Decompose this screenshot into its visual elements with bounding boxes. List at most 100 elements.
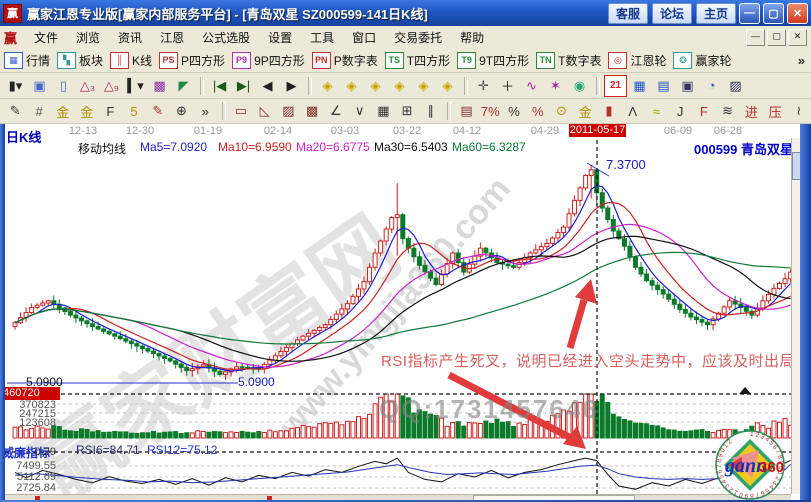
calculator-icon[interactable]: ▦ bbox=[628, 74, 651, 97]
nine-p-square-button[interactable]: P9 9P四方形 bbox=[232, 51, 305, 69]
forum-button[interactable]: 论坛 bbox=[652, 2, 692, 24]
draw-pen2-icon[interactable]: ✎ bbox=[146, 100, 170, 122]
draw-gann5-icon[interactable]: 5 bbox=[122, 100, 146, 122]
indicator-name-label[interactable]: 威廉指标 bbox=[2, 446, 51, 460]
clock-icon[interactable]: ◔ bbox=[700, 74, 723, 97]
ind-wave-gold-icon[interactable]: ≈ bbox=[645, 100, 668, 122]
ind-gold-circle-icon[interactable]: ⊙ bbox=[550, 100, 573, 122]
save-icon[interactable]: ▣ bbox=[676, 74, 699, 97]
menu-item-7[interactable]: 工具 bbox=[310, 30, 335, 45]
quotes-button[interactable]: ▦ 行情 bbox=[4, 51, 50, 69]
home-button[interactable]: 主页 bbox=[696, 2, 736, 24]
winner-wheel-button[interactable]: ❂ 赢家轮 bbox=[673, 51, 732, 69]
chart9-icon[interactable]: △₉ bbox=[100, 74, 123, 97]
last-icon[interactable]: ▶| bbox=[232, 74, 255, 97]
kline-button[interactable]: ║ K线 bbox=[110, 51, 152, 69]
chart3-icon[interactable]: △₃ bbox=[76, 74, 99, 97]
ind-f-icon[interactable]: F bbox=[692, 100, 716, 122]
calendar-icon[interactable]: 21 bbox=[604, 74, 627, 97]
prev-icon[interactable]: ◀ bbox=[256, 74, 279, 97]
draw-grid-box-icon[interactable]: ⊞ bbox=[395, 100, 419, 122]
draw-pen-icon[interactable]: ✎ bbox=[4, 100, 27, 122]
menu-item-9[interactable]: 交易委托 bbox=[394, 30, 443, 45]
draw-shaded-box-icon[interactable]: ▩ bbox=[300, 100, 324, 122]
chart-window[interactable]: 赢家财富网 www.yingjia360.com QQ:1731457646 1… bbox=[0, 124, 811, 502]
gann-diamond-4-icon[interactable]: ◈ bbox=[388, 74, 411, 97]
nine-t-square-button[interactable]: T9 9T四方形 bbox=[457, 51, 529, 69]
close-button[interactable]: ✕ bbox=[787, 2, 808, 24]
draw-box-icon[interactable]: ▭ bbox=[229, 100, 253, 122]
toolbar-overflow-chevron[interactable]: » bbox=[797, 52, 805, 68]
sectors-button[interactable]: ▚ 板块 bbox=[57, 51, 103, 69]
minimize-button[interactable]: — bbox=[739, 2, 760, 24]
menu-item-3[interactable]: 资讯 bbox=[118, 30, 143, 45]
draw-shaded-fan-icon[interactable]: ▨ bbox=[277, 100, 300, 122]
draw-f-grid-icon[interactable]: F bbox=[98, 100, 122, 122]
draw-parallel-icon[interactable]: ∥ bbox=[419, 100, 443, 122]
logo-gann-text: gann bbox=[724, 455, 767, 477]
globe-icon[interactable]: ◉ bbox=[568, 74, 591, 97]
customer-service-button[interactable]: 客服 bbox=[608, 2, 648, 24]
child-close-button[interactable]: ✕ bbox=[788, 28, 807, 46]
scrollbar-tick-1 bbox=[35, 496, 40, 500]
ind-gold-line-icon[interactable]: 金 bbox=[573, 100, 597, 122]
gann-diamond-3-icon[interactable]: ◈ bbox=[364, 74, 387, 97]
draw-compass-icon[interactable]: ⊕ bbox=[170, 100, 193, 122]
ind-wave4-icon[interactable]: ≀ bbox=[787, 100, 811, 122]
p-table-button[interactable]: PN P数字表 bbox=[311, 51, 378, 69]
first-icon[interactable]: |◀ bbox=[208, 74, 231, 97]
t-table-button[interactable]: TN T数字表 bbox=[536, 51, 601, 69]
crosshair-tool-icon[interactable]: ＋ bbox=[496, 74, 519, 97]
gann-diamond-2-icon[interactable]: ◈ bbox=[340, 74, 363, 97]
t-square-button[interactable]: TS T四方形 bbox=[384, 51, 450, 69]
child-restore-button[interactable]: ▢ bbox=[767, 28, 786, 46]
ind-jin-icon[interactable]: 进 bbox=[739, 100, 763, 122]
draw-vline-icon[interactable]: ∨ bbox=[348, 100, 371, 122]
draw-dense-grid-icon[interactable]: ▦ bbox=[371, 100, 395, 122]
period-label[interactable]: 日K线 bbox=[6, 130, 42, 145]
child-minimize-button[interactable]: — bbox=[746, 28, 765, 46]
menu-item-6[interactable]: 设置 bbox=[268, 30, 293, 45]
draw-grid-icon[interactable]: # bbox=[27, 100, 51, 122]
notebook-icon[interactable]: ▤ bbox=[652, 74, 675, 97]
next-icon[interactable]: ▶ bbox=[280, 74, 303, 97]
gann-diamond-6-icon[interactable]: ◈ bbox=[436, 74, 459, 97]
menu-item-4[interactable]: 江恩 bbox=[160, 30, 185, 45]
draw-gold-grid2-icon[interactable]: 金 bbox=[75, 100, 98, 122]
menu-item-2[interactable]: 浏览 bbox=[76, 30, 101, 45]
pattern-icon[interactable]: ▣ bbox=[28, 74, 51, 97]
computer-icon[interactable]: ▨ bbox=[724, 74, 747, 97]
gann-diamond-1-icon[interactable]: ◈ bbox=[316, 74, 339, 97]
menu-item-10[interactable]: 帮助 bbox=[460, 30, 485, 45]
gann-wheel-button[interactable]: ◎ 江恩轮 bbox=[608, 51, 666, 69]
zigzag-tool-icon[interactable]: ∿ bbox=[520, 74, 543, 97]
ind-pct-line-icon[interactable]: % bbox=[526, 100, 550, 122]
menu-item-5[interactable]: 公式选股 bbox=[202, 30, 251, 45]
menu-item-1[interactable]: 文件 bbox=[34, 30, 59, 45]
menu-item-8[interactable]: 窗口 bbox=[352, 30, 377, 45]
p-square-button[interactable]: PS P四方形 bbox=[159, 51, 225, 69]
flag-icon[interactable]: ◤ bbox=[172, 74, 195, 97]
kline-plot[interactable] bbox=[5, 138, 793, 496]
star-tool-icon[interactable]: ✶ bbox=[544, 74, 567, 97]
scale-icon[interactable]: ▯ bbox=[52, 74, 75, 97]
ind-7pct-icon[interactable]: 7% bbox=[478, 100, 502, 122]
kline-style-icon[interactable]: ▮▾ bbox=[4, 74, 27, 97]
draw-angle-icon[interactable]: ∠ bbox=[324, 100, 348, 122]
gann-diamond-5-icon[interactable]: ◈ bbox=[412, 74, 435, 97]
ind-ya-icon[interactable]: 压 bbox=[763, 100, 787, 122]
ind-table-icon[interactable]: ▤ bbox=[455, 100, 478, 122]
restore-button[interactable]: ▢ bbox=[763, 2, 784, 24]
ind-pct-icon[interactable]: % bbox=[502, 100, 526, 122]
grid-pattern-icon[interactable]: ▩ bbox=[148, 74, 171, 97]
hand-tool-icon[interactable]: ✛ bbox=[472, 74, 495, 97]
ind-wave3-icon[interactable]: ≋ bbox=[716, 100, 739, 122]
draw-overflow[interactable]: » bbox=[193, 100, 217, 122]
ind-j-icon[interactable]: J bbox=[668, 100, 692, 122]
draw-fan-icon[interactable]: ◺ bbox=[253, 100, 277, 122]
ind-candle-icon[interactable]: ▮ bbox=[597, 100, 621, 122]
candle-type-icon[interactable]: ▍▾ bbox=[124, 74, 147, 97]
draw-gold-grid1-icon[interactable]: 金 bbox=[51, 100, 75, 122]
ind-wave-a-icon[interactable]: Λ bbox=[621, 100, 645, 122]
